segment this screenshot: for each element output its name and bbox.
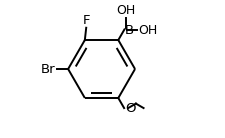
Text: F: F	[82, 14, 90, 27]
Text: Br: Br	[41, 63, 56, 75]
Text: B: B	[125, 24, 134, 37]
Text: OH: OH	[116, 4, 135, 17]
Text: OH: OH	[138, 24, 157, 37]
Text: O: O	[125, 102, 135, 115]
